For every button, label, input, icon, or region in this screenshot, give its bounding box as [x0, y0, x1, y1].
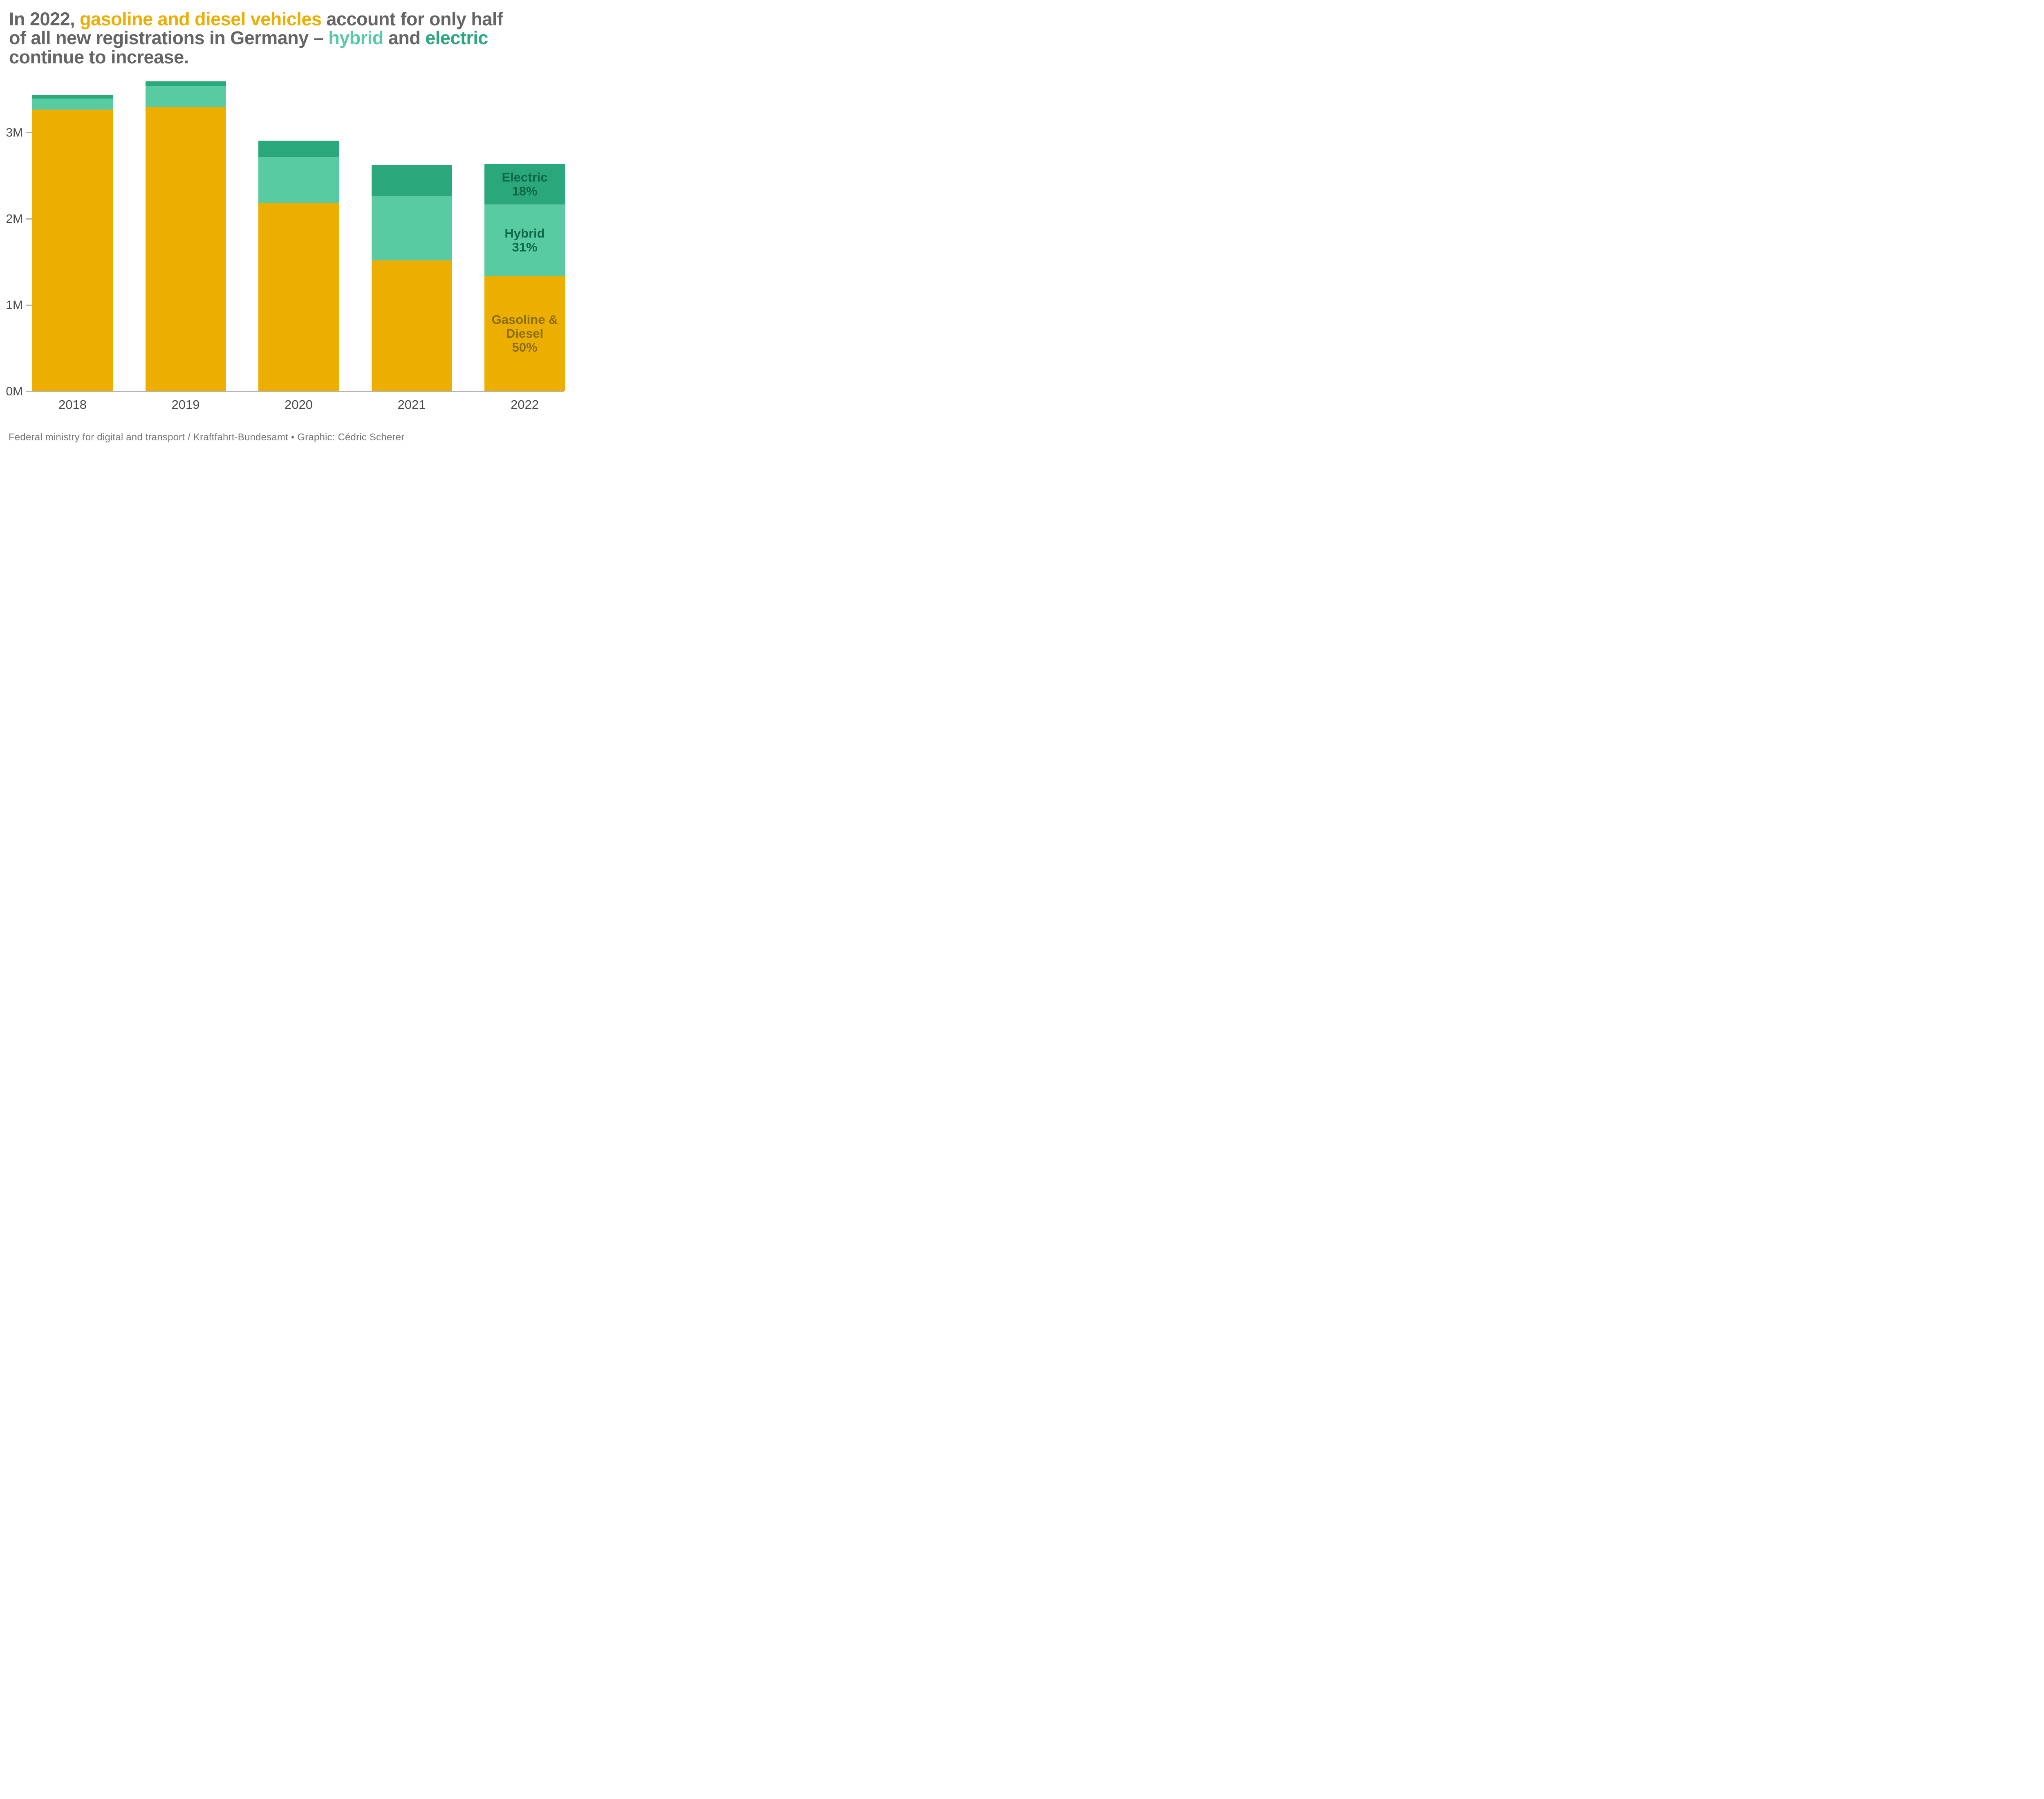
bar-annotation-electric: Electric 18%	[502, 170, 548, 198]
bar-segment-electric-2019	[145, 81, 226, 87]
bar-segment-hybrid-2019	[145, 86, 226, 107]
y-axis-tick-mark-2M	[26, 218, 32, 220]
title-segment-yellow: gasoline and diesel vehicles	[80, 9, 322, 29]
source-caption: Federal ministry for digital and transpo…	[9, 432, 405, 443]
y-axis-tick-mark-3M	[26, 132, 32, 133]
bar-segment-electric-2018	[32, 95, 113, 99]
title-segment-gray: continue to increase.	[9, 46, 189, 67]
y-axis-tick-label-1M: 1M	[6, 298, 23, 312]
bar-segment-gasoline-2019	[145, 107, 226, 391]
x-axis-line	[26, 391, 564, 392]
x-axis-label-2018: 2018	[58, 397, 87, 412]
bar-segment-electric-2021	[371, 165, 452, 196]
y-axis-tick-label-0M: 0M	[6, 384, 23, 398]
bar-annotation-gasoline: Gasoline & Diesel 50%	[491, 312, 558, 354]
bar-segment-electric-2020	[258, 141, 339, 157]
x-axis-label-2022: 2022	[511, 397, 539, 412]
x-axis-label-2021: 2021	[397, 397, 426, 412]
y-axis-tick-mark-1M	[26, 305, 32, 306]
title-segment-gray: In 2022,	[9, 9, 80, 29]
title-segment-gray: account for only half of all new registra…	[9, 9, 503, 49]
x-axis-label-2019: 2019	[171, 397, 200, 412]
title-segment-lightgreen: hybrid	[328, 27, 383, 49]
bar-segment-hybrid-2021	[371, 196, 452, 261]
title-segment-gray: and	[383, 27, 426, 49]
y-axis-tick-label-3M: 3M	[6, 126, 23, 139]
chart-title: In 2022, gasoline and diesel vehicles ac…	[9, 9, 570, 67]
bar-segment-gasoline-2022	[484, 276, 565, 391]
title-segment-green: electric	[425, 27, 488, 49]
bar-segment-hybrid-2020	[258, 157, 339, 203]
bar-segment-gasoline-2021	[371, 260, 452, 391]
y-axis-tick-label-2M: 2M	[6, 212, 23, 226]
bar-segment-hybrid-2022	[484, 204, 565, 276]
bar-segment-gasoline-2018	[32, 110, 113, 391]
bar-segment-gasoline-2020	[258, 203, 339, 391]
plot-area: 0M 1M 2M 3M 2018 2019 2020 2021 2022 Electric 18% H…	[0, 0, 572, 450]
bar-segment-electric-2022	[484, 164, 565, 205]
x-axis-label-2020: 2020	[285, 397, 313, 412]
bar-annotation-hybrid: Hybrid 31%	[504, 226, 545, 254]
bar-segment-hybrid-2018	[32, 98, 113, 110]
